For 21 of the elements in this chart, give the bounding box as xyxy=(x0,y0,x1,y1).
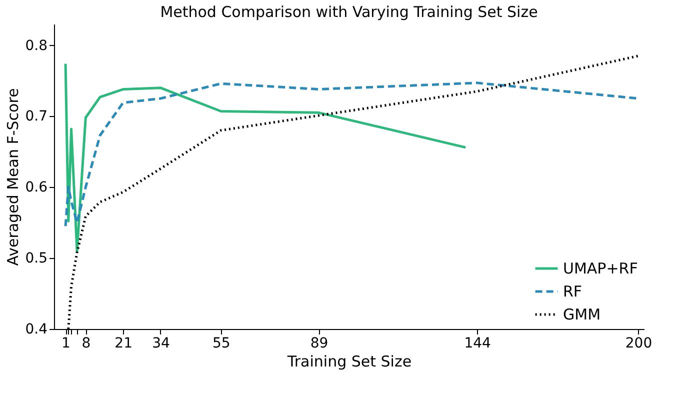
y-tick-label: 0.8 xyxy=(25,38,48,54)
x-tick-label: 8 xyxy=(82,336,91,352)
line-series xyxy=(64,62,467,252)
x-tick-label: 200 xyxy=(625,336,652,352)
x-tick-label: 21 xyxy=(114,336,132,352)
legend-label: RF xyxy=(563,282,582,300)
x-tick-label: 55 xyxy=(212,336,230,352)
x-tick-label: 144 xyxy=(464,336,492,352)
x-tick-label: 34 xyxy=(152,336,170,352)
chart-title: Method Comparison with Varying Training Set Size xyxy=(160,3,538,21)
x-tick-label: 1 xyxy=(62,336,70,352)
y-tick-label: 0.4 xyxy=(25,322,48,338)
y-tick-label: 0.5 xyxy=(25,250,48,267)
y-axis-title: Averaged Mean F-Score xyxy=(4,88,22,266)
y-tick-label: 0.7 xyxy=(25,108,48,125)
line-series xyxy=(64,82,640,228)
y-tick-label: 0.6 xyxy=(25,180,48,196)
legend-label: UMAP+RF xyxy=(563,260,638,278)
legend-label: GMM xyxy=(563,306,601,324)
x-tick-label: 89 xyxy=(310,336,328,352)
x-axis-title: Training Set Size xyxy=(286,352,412,370)
